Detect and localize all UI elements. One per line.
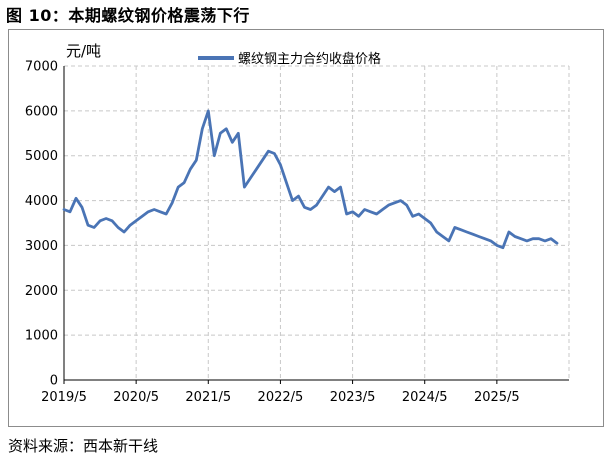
series-group	[62, 109, 559, 250]
y-tick-label: 4000	[25, 194, 58, 209]
figure-title: 图 10：本期螺纹钢价格震荡下行	[6, 6, 250, 25]
chart-frame	[8, 29, 604, 427]
y-tick-label: 1000	[25, 329, 58, 344]
gridlines	[64, 65, 570, 380]
y-tick-labels: 0 1000 2000 3000 4000 5000 6000 7000	[25, 60, 58, 389]
x-tick-label: 2020/5	[113, 390, 159, 405]
y-tick-label: 3000	[25, 239, 58, 254]
x-tick-label: 2021/5	[185, 390, 231, 405]
x-tick-label: 2023/5	[330, 390, 376, 405]
y-tick-label: 7000	[25, 60, 58, 75]
x-tick-label: 2022/5	[258, 390, 304, 405]
x-tick-label: 2024/5	[402, 390, 448, 405]
y-axis-unit-label: 元/吨	[66, 42, 101, 60]
y-tick-label: 5000	[25, 149, 58, 164]
legend: 螺纹钢主力合约收盘价格	[198, 51, 381, 67]
axes	[63, 66, 569, 384]
x-tick-label: 2019/5	[41, 390, 87, 405]
y-tick-label: 2000	[25, 284, 58, 299]
x-tick-label: 2025/5	[474, 390, 520, 405]
x-tick-labels: 2019/5 2020/5 2021/5 2022/5 2023/5 2024/5 2025…	[41, 390, 520, 405]
y-tick-label: 6000	[25, 104, 58, 119]
y-tick-label: 0	[50, 374, 58, 389]
legend-label: 螺纹钢主力合约收盘价格	[238, 51, 381, 67]
source-note: 资料来源：西本新干线	[8, 437, 159, 455]
series-line	[62, 109, 559, 250]
